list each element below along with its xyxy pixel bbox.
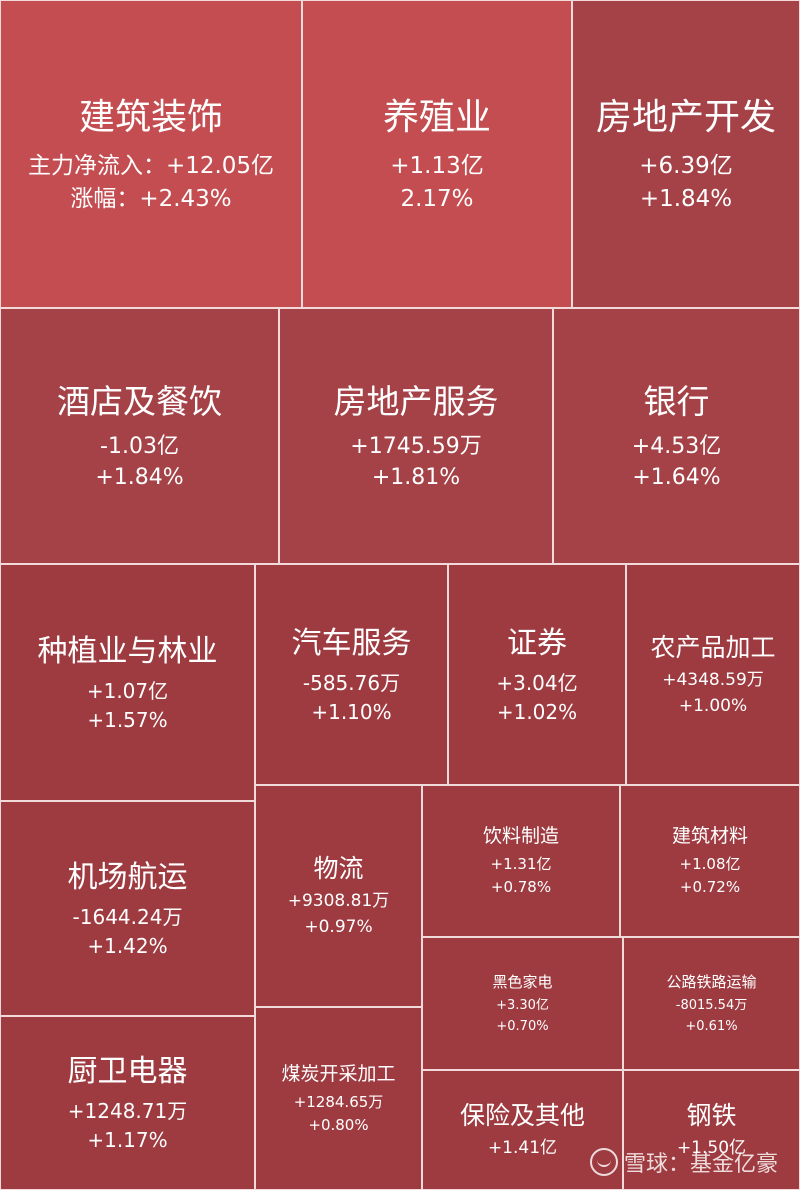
flow-value: +12.05亿: [165, 153, 275, 180]
tile-change: +0.97%: [304, 917, 373, 937]
tile-real-estate-dev[interactable]: 房地产开发 +6.39亿 +1.84%: [572, 0, 800, 308]
tile-flow: +4.53亿: [631, 433, 722, 459]
tile-flow: +4348.59万: [662, 669, 764, 690]
tile-name: 建筑装饰: [78, 96, 223, 138]
tile-flow: +9308.81万: [287, 891, 390, 912]
tile-change: +0.72%: [679, 878, 741, 897]
tile-flow: -1.03亿: [100, 433, 179, 459]
tile-change: +1.81%: [371, 464, 461, 490]
tile-change: +0.80%: [308, 1115, 369, 1134]
tile-name: 煤炭开采加工: [281, 1062, 396, 1085]
tile-change: +0.78%: [490, 878, 552, 897]
tile-flow: +1248.71万: [67, 1099, 188, 1123]
tile-flow: -585.76万: [302, 670, 401, 695]
tile-flow: -8015.54万: [675, 997, 748, 1013]
tile-name: 证券: [507, 625, 567, 661]
tile-change: +1.10%: [311, 699, 392, 724]
tile-black-appliance[interactable]: 黑色家电 +3.30亿 +0.70%: [422, 937, 623, 1070]
tile-hotel-dining[interactable]: 酒店及餐饮 -1.03亿 +1.84%: [0, 308, 279, 564]
tile-name: 公路铁路运输: [666, 972, 757, 991]
tile-change: +1.57%: [87, 707, 168, 732]
tile-name: 饮料制造: [482, 825, 559, 848]
tile-securities[interactable]: 证券 +3.04亿 +1.02%: [448, 564, 626, 785]
tile-change: +0.70%: [496, 1018, 549, 1034]
tile-name: 钢铁: [686, 1101, 737, 1131]
tile-change: +1.00%: [678, 695, 748, 716]
tile-flow: +1745.59万: [350, 433, 482, 459]
tile-name: 银行: [643, 381, 710, 421]
tile-real-estate-service[interactable]: 房地产服务 +1745.59万 +1.81%: [279, 308, 553, 564]
tile-logistics[interactable]: 物流 +9308.81万 +0.97%: [255, 785, 422, 1007]
tile-name: 种植业与林业: [37, 633, 218, 669]
tile-flow: +1.31亿: [490, 855, 552, 874]
tile-kitchen-bath[interactable]: 厨卫电器 +1248.71万 +1.17%: [0, 1016, 255, 1190]
change-value: +2.43%: [139, 185, 232, 212]
tile-name: 酒店及餐饮: [57, 381, 222, 421]
tile-name: 养殖业: [382, 96, 491, 138]
tile-flow: +1.41亿: [487, 1138, 558, 1159]
tile-name: 保险及其他: [459, 1101, 585, 1131]
tile-aquaculture[interactable]: 养殖业 +1.13亿 2.17%: [302, 0, 572, 308]
tile-change: 2.17%: [400, 185, 474, 212]
tile-name: 厨卫电器: [67, 1054, 188, 1089]
tile-change: 涨幅：+2.43%: [70, 186, 231, 212]
tile-name: 黑色家电: [492, 972, 553, 991]
tile-flow: +1284.65万: [293, 1092, 384, 1111]
tile-name: 机场航运: [67, 859, 188, 895]
tile-agri-processing[interactable]: 农产品加工 +4348.59万 +1.00%: [626, 564, 800, 785]
tile-name: 农产品加工: [650, 632, 776, 662]
tile-flow: +1.50亿: [676, 1138, 747, 1159]
tile-name: 建筑材料: [671, 825, 748, 848]
tile-planting-forestry[interactable]: 种植业与林业 +1.07亿 +1.57%: [0, 564, 255, 801]
tile-flow: +1.08亿: [679, 855, 741, 874]
tile-change: +1.84%: [639, 185, 733, 212]
tile-beverage[interactable]: 饮料制造 +1.31亿 +0.78%: [422, 785, 620, 937]
tile-flow: 主力净流入：+12.05亿: [28, 153, 274, 179]
tile-flow: +6.39亿: [639, 153, 733, 180]
tile-building-materials[interactable]: 建筑材料 +1.08亿 +0.72%: [620, 785, 800, 937]
tile-flow: +1.13亿: [390, 153, 484, 180]
watermark: 雪球：基金亿豪: [589, 1146, 778, 1178]
tile-change: +1.64%: [632, 464, 721, 490]
tile-change: +1.42%: [87, 933, 168, 958]
tile-name: 房地产开发: [595, 96, 776, 138]
tile-building-decoration[interactable]: 建筑装饰 主力净流入：+12.05亿 涨幅：+2.43%: [0, 0, 302, 308]
tile-name: 房地产服务: [333, 381, 499, 421]
tile-change: +0.61%: [685, 1018, 738, 1034]
change-label: 涨幅：: [70, 185, 140, 212]
tile-flow: -1644.24万: [72, 904, 183, 929]
tile-road-rail[interactable]: 公路铁路运输 -8015.54万 +0.61%: [623, 937, 800, 1070]
tile-bank[interactable]: 银行 +4.53亿 +1.64%: [553, 308, 800, 564]
tile-coal-mining[interactable]: 煤炭开采加工 +1284.65万 +0.80%: [255, 1007, 422, 1190]
tile-airport-shipping[interactable]: 机场航运 -1644.24万 +1.42%: [0, 801, 255, 1016]
tile-flow: +1.07亿: [86, 678, 169, 703]
tile-change: +1.84%: [95, 464, 184, 490]
tile-auto-service[interactable]: 汽车服务 -585.76万 +1.10%: [255, 564, 448, 785]
tile-insurance-other[interactable]: 保险及其他 +1.41亿: [422, 1070, 623, 1190]
tile-change: +1.17%: [87, 1128, 168, 1152]
flow-label: 主力净流入：: [27, 153, 166, 180]
tile-name: 物流: [313, 854, 364, 884]
tile-flow: +3.04亿: [496, 670, 578, 695]
tile-name: 汽车服务: [291, 625, 412, 661]
tile-flow: +3.30亿: [496, 997, 549, 1013]
watermark-text: 雪球：基金亿豪: [623, 1152, 778, 1177]
snowball-logo-icon: [589, 1148, 618, 1176]
tile-change: +1.02%: [496, 699, 578, 724]
